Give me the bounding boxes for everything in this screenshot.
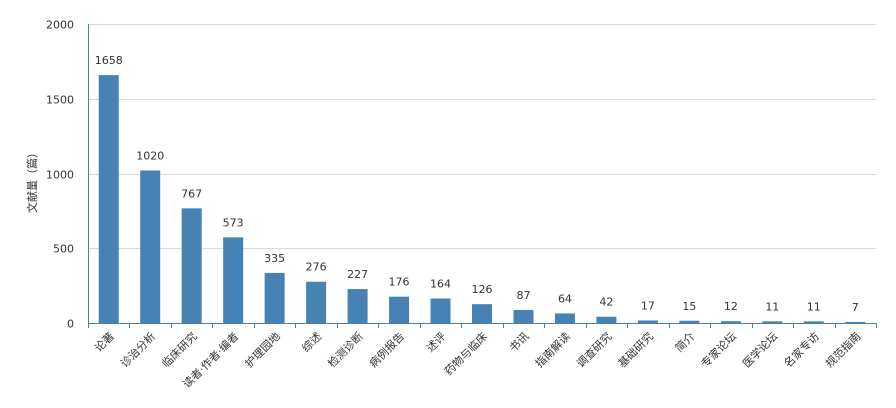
data-label: 227	[347, 268, 368, 281]
bar	[472, 304, 492, 323]
bar	[513, 309, 534, 323]
data-label: 767	[181, 187, 202, 200]
y-tick-label: 500	[53, 243, 74, 256]
data-label: 15	[682, 300, 696, 313]
x-tick-label: 论著	[91, 329, 116, 354]
x-tick-label: 病例报告	[366, 329, 407, 370]
y-tick-label: 1500	[46, 94, 74, 107]
gridlines	[88, 24, 876, 249]
data-label: 176	[389, 276, 410, 289]
x-tick-label: 诊治分析	[117, 329, 158, 370]
x-tick-label: 医学论坛	[739, 329, 780, 370]
bar	[347, 289, 368, 323]
bar	[223, 237, 244, 323]
y-tick-label: 2000	[46, 19, 74, 32]
data-label: 12	[724, 300, 738, 313]
bar	[762, 321, 783, 323]
data-label: 335	[264, 252, 285, 265]
bar	[98, 75, 119, 323]
x-tick-label: 规范指南	[822, 329, 863, 370]
bar	[596, 316, 617, 323]
bar	[720, 321, 741, 323]
bar	[389, 296, 410, 323]
data-label: 126	[472, 283, 493, 296]
axes	[88, 24, 877, 328]
y-axis-title: 文献量（篇）	[25, 147, 39, 213]
data-label: 42	[599, 296, 613, 309]
data-label: 87	[516, 289, 530, 302]
x-tick-label: 述评	[424, 330, 449, 355]
data-label: 64	[558, 292, 572, 305]
data-label: 11	[765, 300, 779, 313]
data-label: 17	[641, 299, 655, 312]
x-tick-label: 护理园地	[242, 329, 283, 370]
x-tick-label: 书讯	[507, 330, 532, 355]
bar	[679, 320, 700, 323]
data-label: 1020	[136, 150, 164, 163]
bar	[306, 281, 327, 323]
x-tick-label: 药物与临床	[441, 329, 490, 378]
bar	[637, 320, 658, 323]
bar	[430, 298, 451, 323]
x-tick-label: 调查研究	[574, 329, 615, 370]
data-label: 276	[306, 261, 327, 274]
bars	[98, 75, 866, 323]
x-tick-label: 指南解读	[532, 329, 573, 370]
y-tick-label: 1000	[46, 169, 74, 182]
bar	[140, 170, 161, 323]
x-tick-label: 基础研究	[615, 329, 656, 370]
bar	[803, 321, 824, 323]
x-tick-label: 名家专访	[781, 329, 822, 370]
x-tick-label: 专家论坛	[698, 329, 739, 370]
labels: 0 500 1000 1500 2000 1658 论著 1020 诊治分析 767 临床研究 573…	[46, 19, 863, 391]
bar	[845, 321, 866, 323]
data-label: 164	[430, 277, 451, 290]
x-tick-label: 检测诊断	[325, 329, 366, 370]
x-tick-label: 临床研究	[159, 329, 200, 370]
data-label: 11	[807, 300, 821, 313]
bar	[264, 272, 285, 323]
y-tick-label: 0	[67, 318, 74, 331]
bar	[181, 208, 202, 323]
x-tick-label: 简介	[672, 329, 697, 354]
data-label: 7	[852, 301, 859, 314]
data-label: 573	[223, 216, 244, 229]
data-label: 1658	[95, 54, 123, 67]
bar	[554, 313, 575, 323]
x-tick-label: 综述	[299, 329, 324, 354]
